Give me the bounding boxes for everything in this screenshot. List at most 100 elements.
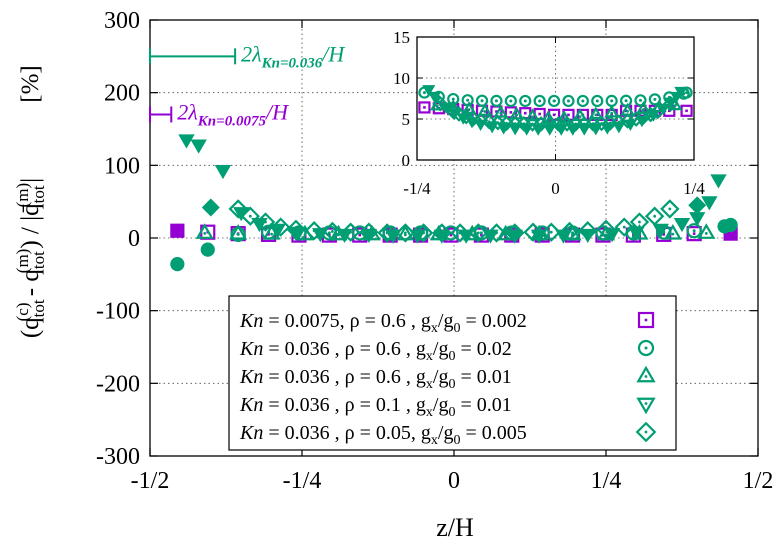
data-point [541, 222, 561, 242]
inset-x-tick-label: 1/4 [683, 179, 705, 198]
inset-x-tick-label: -1/4 [403, 179, 431, 198]
data-point [228, 199, 248, 219]
legend-entry: Kn = 0.036 , ρ = 0.6 , gx/g0 = 0.02 [239, 338, 655, 364]
inset-data-point [432, 95, 449, 112]
data-point [660, 199, 680, 219]
inset-data-point [562, 94, 575, 108]
inset-data-point [472, 112, 489, 129]
x-tick-label: -1/2 [131, 468, 170, 494]
legend-label: Kn = 0.0075, ρ = 0.6 , gx/g0 = 0.002 [239, 310, 527, 336]
inset-data-point [418, 101, 431, 114]
inset-data-point [427, 91, 442, 104]
inset-data-point [490, 94, 503, 107]
inset-data-point [674, 86, 688, 99]
inset-y-tick-label: 15 [393, 28, 410, 47]
y-tick-label: 200 [104, 81, 140, 107]
inset-data-point [504, 94, 517, 108]
data-point [629, 212, 650, 232]
legend-entry: Kn = 0.036 , ρ = 0.6 , gx/g0 = 0.01 [239, 365, 656, 392]
data-point [652, 223, 669, 238]
data-point [689, 212, 706, 227]
inset-y-tick-label: 0 [402, 151, 411, 170]
inset-data-point [680, 104, 693, 117]
inset-y-tick-label: 10 [393, 69, 410, 88]
legend-marker [637, 339, 655, 357]
inset-data-point [604, 104, 620, 118]
data-point [468, 223, 489, 243]
inset-data-point [422, 85, 436, 97]
inset-data-point [493, 104, 509, 118]
legend-label: Kn = 0.036 , ρ = 0.6 , gx/g0 = 0.01 [239, 366, 512, 392]
y-tick-label: 100 [104, 153, 140, 179]
data-point [559, 221, 580, 242]
inset-data-point [475, 94, 489, 107]
lambda-annotations: 2λKn=0.036/H 2λKn=0.0075/H [149, 41, 345, 129]
inset-data-point [662, 95, 679, 112]
inset-series-1 [418, 86, 693, 108]
data-point [340, 222, 361, 242]
data-point [255, 212, 276, 232]
inset-data-point [533, 94, 546, 108]
data-point [396, 224, 415, 241]
inset-data-point [649, 103, 666, 120]
x-tick-label: -1/4 [283, 468, 322, 494]
inset-y-tick-label: 5 [402, 110, 411, 129]
x-tick-label: 0 [448, 468, 460, 494]
inset-data-point [635, 109, 652, 125]
lambda-label: 2λKn=0.0075/H [177, 99, 289, 129]
inset-data-point [648, 93, 661, 106]
inset-data-point [591, 94, 604, 108]
legend-marker [636, 365, 656, 383]
data-point [214, 164, 232, 180]
inset-data-point [572, 108, 588, 122]
data-point [701, 196, 718, 211]
x-tick-label: 1/4 [591, 468, 622, 494]
legend-label: Kn = 0.036 , ρ = 0.6 , gx/g0 = 0.02 [239, 338, 512, 364]
data-point [596, 219, 616, 239]
data-point [450, 223, 470, 243]
legend-marker [636, 397, 656, 415]
data-point [686, 223, 702, 239]
data-point [304, 221, 324, 241]
inset-data-point [588, 106, 604, 120]
data-point [178, 134, 195, 149]
y-tick-label: -100 [96, 299, 140, 325]
lambda-annotation: 2λKn=0.0075/H [149, 99, 289, 129]
legend-entry: Kn = 0.036 , ρ = 0.05, gx/g0 = 0.005 [239, 421, 657, 448]
y-tick-label: 300 [104, 8, 140, 34]
data-point [377, 223, 397, 243]
lambda-label: 2λKn=0.036/H [241, 41, 345, 71]
inset-data-point [477, 103, 493, 116]
data-point [644, 206, 665, 226]
data-point [688, 196, 707, 215]
data-point [614, 217, 634, 237]
inset-data-point [547, 94, 561, 108]
x-tick-label: 1/2 [743, 468, 774, 494]
data-point [322, 221, 343, 242]
data-point [359, 222, 379, 242]
data-point [578, 221, 598, 241]
data-point [505, 223, 525, 243]
inset-x-tick-label: 0 [551, 179, 560, 198]
data-point [486, 223, 507, 243]
legend-marker [635, 421, 657, 443]
inset-data-point [519, 94, 532, 108]
inset-series-4 [432, 95, 679, 132]
data-point [229, 223, 248, 240]
y-axis-label-text: (qtot(c) - qtot(m)) / |q̄tot(m)| [13, 178, 48, 338]
data-point [286, 219, 306, 239]
y-tick-label: 0 [128, 226, 140, 252]
series-1 [170, 217, 738, 272]
legend-label: Kn = 0.036 , ρ = 0.05, gx/g0 = 0.005 [239, 422, 527, 448]
plot-frame [149, 19, 759, 457]
legend-entry: Kn = 0.036 , ρ = 0.1 , gx/g0 = 0.01 [239, 394, 656, 420]
data-point [271, 217, 291, 237]
data-point [663, 223, 682, 240]
data-point [170, 257, 185, 272]
legend-box [228, 295, 677, 451]
lambda-annotation: 2λKn=0.036/H [149, 41, 345, 71]
legend-label: Kn = 0.036 , ρ = 0.1 , gx/g0 = 0.01 [239, 394, 512, 420]
